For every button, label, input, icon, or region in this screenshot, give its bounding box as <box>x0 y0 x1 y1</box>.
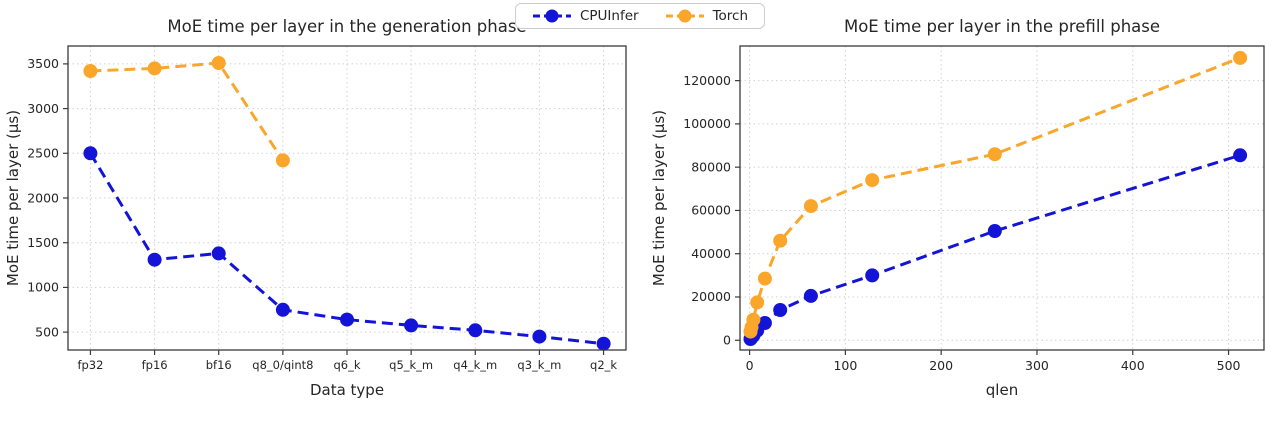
data-point-marker <box>83 64 98 78</box>
data-point-marker <box>757 271 772 286</box>
x-axis-label: qlen <box>986 381 1018 399</box>
y-tick-label: 2000 <box>27 190 59 205</box>
x-axis-label: Data type <box>310 381 384 399</box>
legend-marker-cpuinfer <box>532 9 571 23</box>
data-point-marker <box>1233 50 1248 65</box>
data-point-marker <box>404 318 419 333</box>
data-point-marker <box>987 224 1002 238</box>
data-point-marker <box>532 329 547 344</box>
plot-frame <box>739 45 1265 351</box>
legend-item-cpuinfer: CPUInfer <box>532 8 639 24</box>
data-point-marker <box>211 56 226 70</box>
data-point-marker <box>987 147 1002 162</box>
x-tick-label: fp16 <box>142 358 168 372</box>
y-tick-label: 120000 <box>683 73 731 88</box>
x-axis: fp32 fp16 bf16 q8_0/qint8 q6_k q5_k_m q4_k_m q3… <box>77 350 617 372</box>
prefill-phase-chart: 0 20000 40000 60000 80000 100000 120000 0 100 200… <box>650 17 1265 399</box>
y-tick-label: 20000 <box>691 289 731 304</box>
x-tick-label: fp32 <box>77 358 103 372</box>
y-tick-label: 80000 <box>691 159 731 174</box>
x-tick-label: q4_k_m <box>453 358 497 372</box>
y-tick-label: 500 <box>35 324 59 339</box>
data-point-marker <box>773 303 788 317</box>
x-tick-label: q2_k <box>590 358 617 372</box>
data-point-marker <box>83 146 98 161</box>
data-point-marker <box>596 336 611 351</box>
data-point-marker <box>340 312 354 327</box>
data-point-marker <box>746 312 761 327</box>
data-point-marker <box>803 199 818 214</box>
series-cpuinfer <box>743 148 1248 346</box>
chart-title: MoE time per layer in the prefill phase <box>844 17 1160 36</box>
y-tick-label: 100000 <box>683 116 731 131</box>
series-torch <box>743 50 1248 339</box>
x-tick-label: 400 <box>1121 358 1145 373</box>
data-point-marker <box>147 252 162 267</box>
x-axis: 0 100 200 300 400 500 <box>746 350 1241 373</box>
series-line <box>89 152 604 346</box>
x-tick-label: q8_0/qint8 <box>252 358 313 372</box>
y-axis: 0 20000 40000 60000 80000 100000 120000 <box>683 73 740 348</box>
x-tick-label: 0 <box>746 358 754 373</box>
data-point-marker <box>147 61 162 76</box>
data-point-marker <box>1233 148 1248 163</box>
legend-label: Torch <box>712 8 749 24</box>
series-line <box>90 61 285 162</box>
data-point-marker <box>468 323 483 338</box>
gridlines <box>68 46 626 350</box>
y-tick-label: 40000 <box>691 246 731 261</box>
y-tick-label: 1000 <box>27 280 59 295</box>
y-tick-label: 2500 <box>27 146 59 161</box>
data-point-marker <box>275 302 290 317</box>
legend-label: CPUInfer <box>579 8 639 24</box>
y-tick-label: 3000 <box>27 101 59 116</box>
legend-marker-torch <box>665 9 704 23</box>
series-line <box>749 153 1241 341</box>
chart-title: MoE time per layer in the generation pha… <box>167 17 526 36</box>
x-tick-label: 300 <box>1025 358 1049 373</box>
x-tick-label: 200 <box>929 358 953 373</box>
x-tick-label: bf16 <box>206 358 232 372</box>
y-axis-label: MoE time per layer (μs) <box>650 110 668 286</box>
y-tick-label: 0 <box>723 333 731 348</box>
data-point-marker <box>865 268 880 283</box>
data-point-marker <box>211 246 226 261</box>
y-axis: 500 1000 1500 2000 2500 3000 3500 <box>27 56 68 339</box>
x-tick-label: q6_k <box>333 358 360 372</box>
data-point-marker <box>750 295 765 310</box>
series-cpuinfer <box>83 146 611 351</box>
gridlines <box>740 46 1264 350</box>
x-tick-label: 100 <box>833 358 857 373</box>
x-tick-label: q5_k_m <box>389 358 433 372</box>
data-point-marker <box>803 288 818 303</box>
generation-phase-chart: 500 1000 1500 2000 2500 3000 3500 fp32 fp16 bf16 q… <box>4 17 627 399</box>
x-tick-label: 500 <box>1217 358 1241 373</box>
y-tick-label: 1500 <box>27 235 59 250</box>
data-point-marker <box>865 173 880 188</box>
data-point-marker <box>757 316 772 330</box>
legend-item-torch: Torch <box>665 8 748 24</box>
y-tick-label: 3500 <box>27 56 59 71</box>
data-point-marker <box>773 233 788 248</box>
legend: CPUInfer Torch <box>514 3 766 29</box>
y-tick-label: 60000 <box>691 203 731 218</box>
series-torch <box>83 56 290 168</box>
x-tick-label: q3_k_m <box>517 358 561 372</box>
y-axis-label: MoE time per layer (μs) <box>4 110 22 286</box>
data-point-marker <box>275 153 290 168</box>
